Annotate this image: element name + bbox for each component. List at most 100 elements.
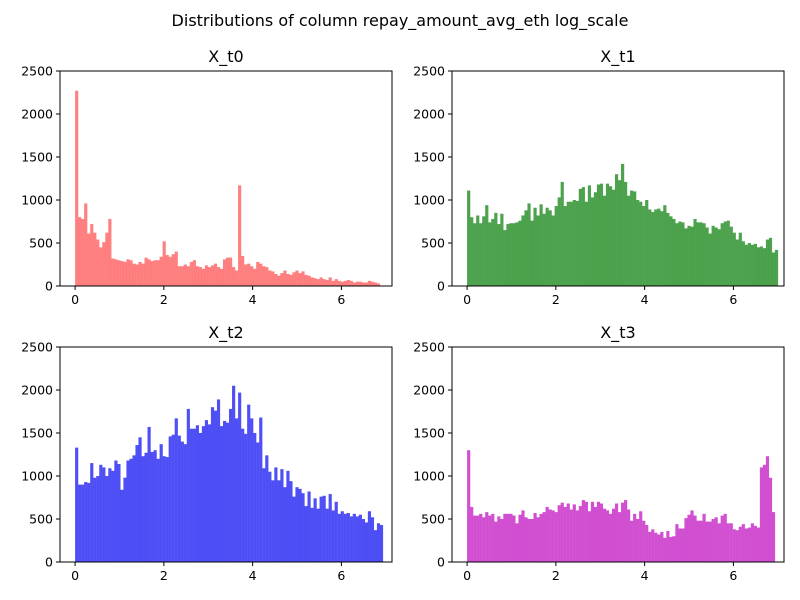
- histogram-bar: [590, 197, 595, 286]
- histogram-bar: [533, 207, 537, 286]
- histogram-bar: [750, 523, 754, 562]
- histogram-bar: [678, 528, 682, 562]
- histogram-bar: [500, 519, 504, 562]
- histogram-bar: [105, 232, 109, 286]
- histogram-bar: [289, 481, 293, 562]
- histogram-bar: [572, 200, 576, 286]
- histogram-bar: [183, 444, 187, 562]
- histogram-bar: [678, 221, 682, 286]
- histogram-bar: [518, 220, 522, 286]
- histogram-bar: [639, 201, 643, 286]
- x-tick-label: 6: [337, 568, 345, 583]
- histogram-bar: [304, 274, 308, 286]
- histogram-bar: [581, 187, 585, 286]
- histogram-bar: [346, 512, 350, 562]
- histogram-bar: [93, 232, 97, 286]
- histogram-bar: [560, 502, 564, 562]
- histogram-bar: [491, 513, 495, 562]
- histogram-bar: [355, 516, 359, 562]
- histogram-bar: [762, 464, 767, 562]
- histogram-bar: [222, 259, 227, 286]
- histogram-bar: [624, 181, 628, 286]
- histogram-bar: [96, 476, 100, 562]
- histogram-bar: [168, 256, 172, 286]
- histogram-bar: [765, 456, 770, 562]
- histogram-bar: [551, 510, 555, 562]
- histogram-bar: [262, 468, 266, 562]
- histogram-bar: [316, 508, 320, 562]
- histogram-bar: [771, 252, 776, 286]
- histogram-bar: [578, 188, 582, 286]
- histogram-bar: [111, 470, 115, 562]
- histogram-bar: [126, 259, 130, 286]
- histogram-bar: [238, 392, 242, 562]
- subplot-3: X_t3 0 500 1000 1500 2000 2500 0 2 4 6: [413, 323, 785, 583]
- histogram-bar: [84, 482, 88, 562]
- histogram-bar: [271, 271, 275, 286]
- histogram-bar: [192, 428, 196, 562]
- histogram-bar: [738, 526, 742, 562]
- y-tick-label: 2500: [21, 64, 53, 79]
- y-tick-label: 0: [437, 279, 445, 294]
- histogram-bar: [210, 265, 215, 286]
- histogram-bar: [699, 222, 703, 286]
- histogram-bar: [566, 201, 570, 286]
- histogram-bar: [735, 239, 739, 286]
- histogram-bar: [524, 517, 528, 562]
- histogram-bar: [696, 222, 700, 286]
- histogram-bar: [593, 506, 598, 562]
- histogram-bar: [602, 195, 607, 286]
- histogram-bar: [108, 218, 112, 286]
- histogram-bar: [286, 273, 290, 286]
- histogram-bar: [729, 523, 733, 562]
- x-tick-label: 6: [729, 292, 737, 307]
- histogram-bar: [295, 270, 299, 286]
- histogram-bar: [747, 527, 751, 562]
- histogram-bar: [500, 213, 504, 286]
- histogram-bar: [696, 520, 700, 562]
- histogram-bar: [527, 519, 531, 562]
- histogram-bar: [219, 426, 224, 562]
- histogram-bar: [723, 221, 727, 286]
- histogram-bar: [693, 218, 697, 286]
- axes-frame: [59, 346, 393, 563]
- histogram-bar: [313, 278, 317, 286]
- histogram-bar: [509, 223, 513, 286]
- y-tick-label: 1500: [21, 150, 53, 165]
- histogram-bar: [735, 530, 739, 562]
- histogram-bar: [226, 257, 230, 286]
- histogram-bar: [117, 463, 121, 562]
- subplot-0: X_t0 0 500 1000 1500 2000 2500 0 2 4 6: [21, 47, 393, 307]
- histogram-bar: [216, 399, 221, 562]
- histogram-bar: [238, 185, 242, 286]
- histogram-bar: [138, 437, 142, 562]
- histogram-bar: [349, 280, 353, 286]
- histogram-bar: [618, 180, 622, 286]
- histogram-bar: [78, 217, 82, 286]
- histogram-bar: [639, 511, 643, 562]
- y-tick-label: 0: [45, 555, 53, 570]
- histogram-bar: [708, 521, 712, 562]
- histogram-bar: [720, 223, 724, 286]
- histogram-bar: [352, 282, 356, 286]
- histogram-bar: [533, 512, 537, 562]
- histogram-bar: [515, 222, 519, 286]
- histogram-bar: [162, 241, 166, 286]
- histogram-bar: [319, 277, 323, 286]
- histogram-bar: [702, 223, 706, 286]
- histogram-bar: [355, 281, 359, 286]
- histogram-bar: [325, 508, 329, 562]
- histogram-bar: [141, 456, 145, 562]
- histogram-bar: [756, 527, 761, 562]
- histogram-bar: [608, 186, 613, 286]
- histogram-bar: [627, 509, 631, 562]
- histogram-bar: [183, 264, 187, 286]
- y-tick-label: 500: [29, 512, 53, 527]
- histogram-bar: [102, 467, 106, 562]
- histogram-bar: [488, 515, 492, 562]
- histogram-bar: [536, 215, 540, 286]
- subplot-title: X_t1: [600, 47, 635, 67]
- histogram-bars: [467, 450, 776, 562]
- histogram-bar: [672, 218, 676, 286]
- histogram-bar: [159, 256, 163, 286]
